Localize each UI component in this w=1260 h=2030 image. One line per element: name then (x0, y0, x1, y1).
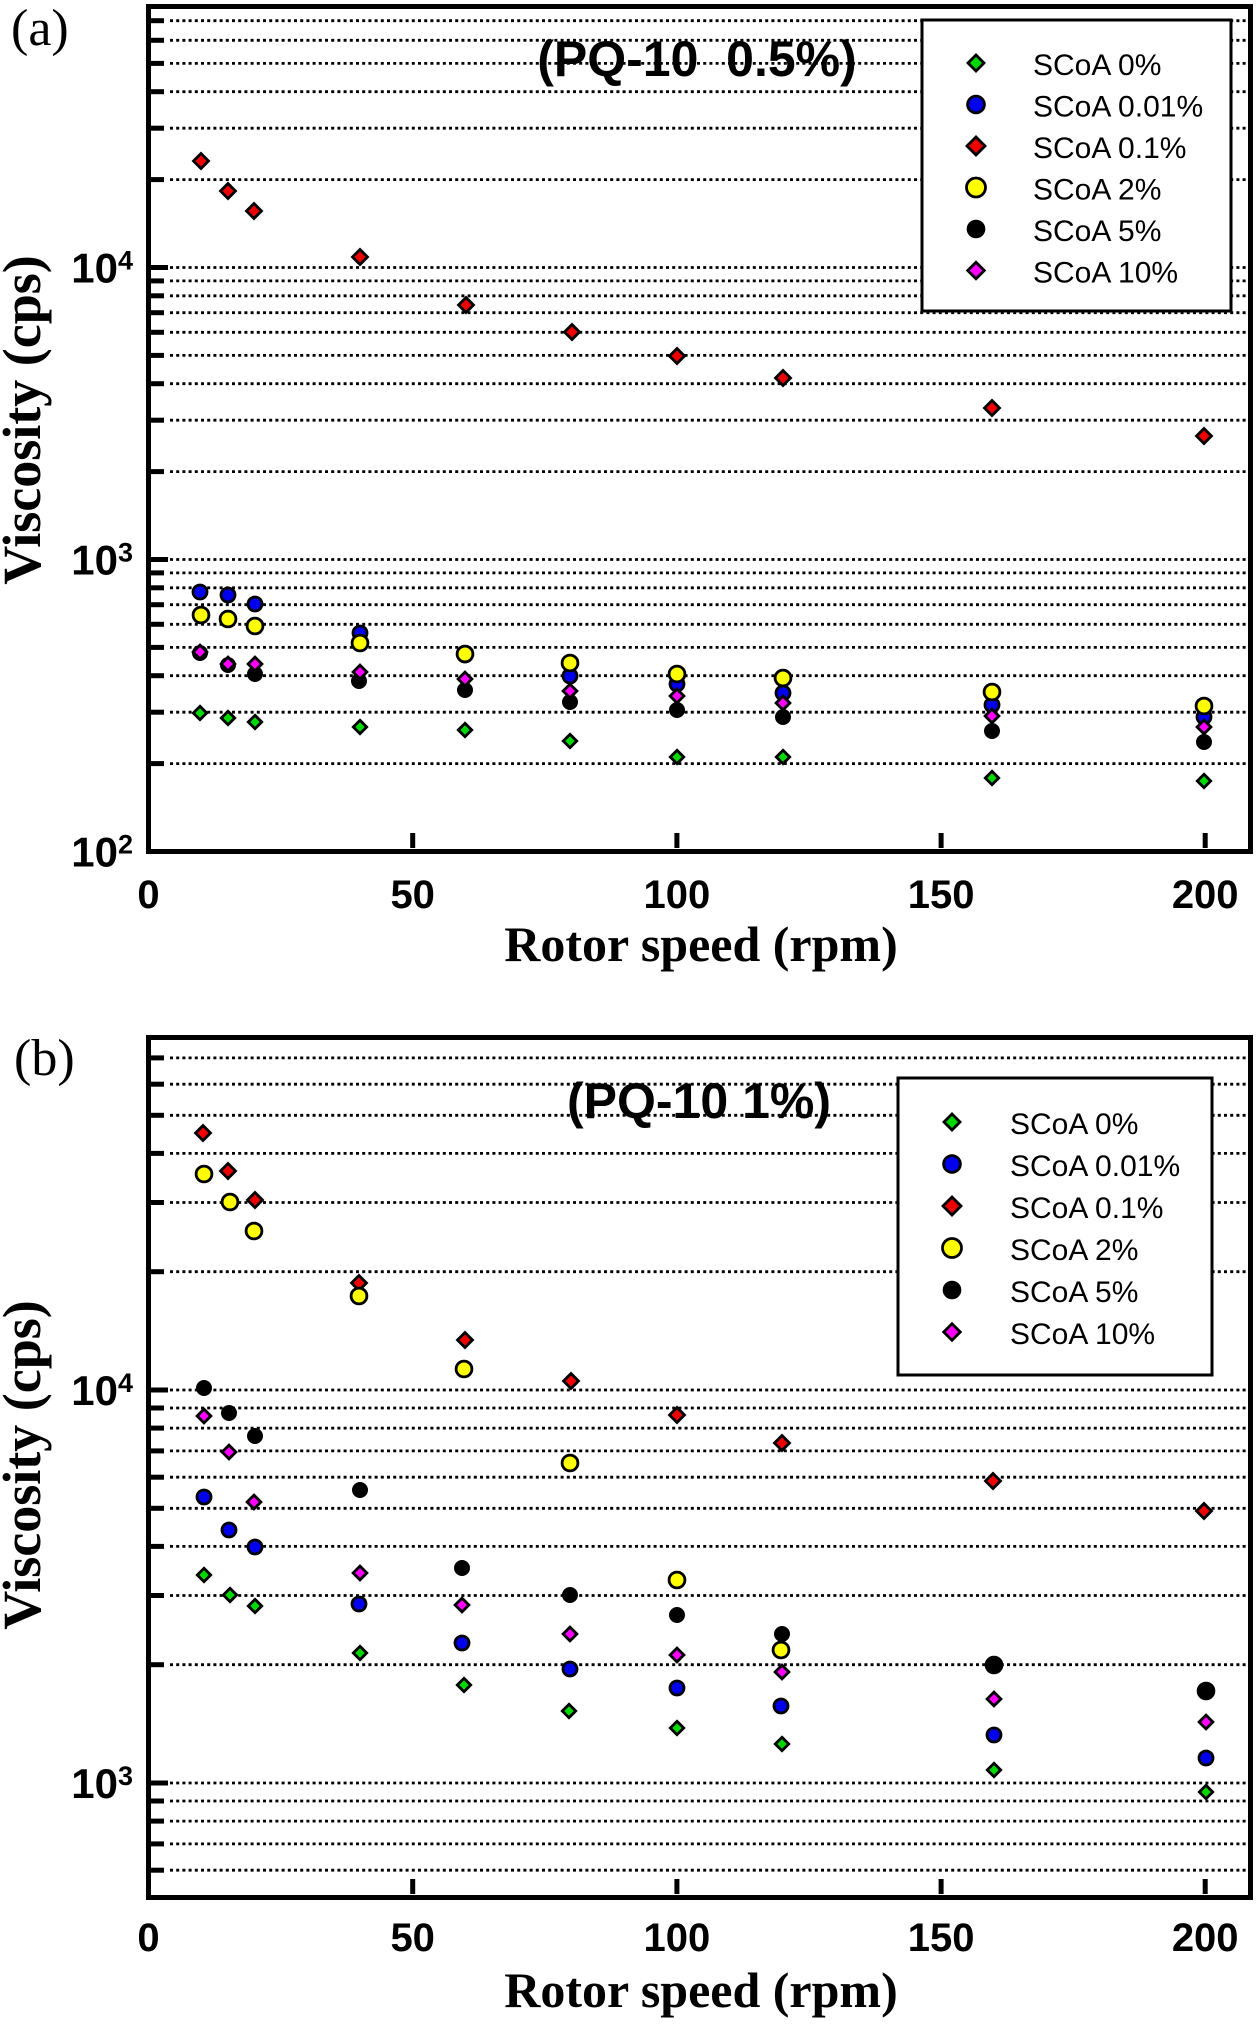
svg-text:(PQ-10 1%): (PQ-10 1%) (567, 1073, 831, 1129)
svg-text:100: 100 (644, 1916, 711, 1960)
svg-text:SCoA 0.01%: SCoA 0.01% (1033, 91, 1203, 124)
svg-text:SCoA 0.01%: SCoA 0.01% (1010, 1150, 1180, 1183)
svg-text:SCoA 5%: SCoA 5% (1033, 215, 1161, 248)
svg-text:SCoA 0%: SCoA 0% (1033, 49, 1161, 82)
svg-text:4: 4 (118, 246, 133, 276)
svg-text:SCoA 2%: SCoA 2% (1010, 1234, 1138, 1267)
svg-text:Rotor speed (rpm): Rotor speed (rpm) (504, 916, 897, 972)
svg-text:50: 50 (390, 873, 435, 917)
svg-text:200: 200 (1172, 873, 1239, 917)
svg-text:Viscosity (cps): Viscosity (cps) (0, 255, 52, 584)
svg-text:200: 200 (1172, 1916, 1239, 1960)
svg-text:SCoA 10%: SCoA 10% (1033, 257, 1178, 290)
svg-text:50: 50 (390, 1916, 435, 1960)
svg-text:SCoA 10%: SCoA 10% (1010, 1318, 1155, 1351)
svg-text:100: 100 (644, 873, 711, 917)
svg-text:0: 0 (137, 873, 159, 917)
svg-text:(a): (a) (11, 0, 69, 57)
svg-text:SCoA 5%: SCoA 5% (1010, 1276, 1138, 1309)
svg-text:4: 4 (118, 1368, 133, 1398)
svg-text:10: 10 (71, 1760, 118, 1807)
svg-text:150: 150 (908, 873, 975, 917)
svg-text:10: 10 (71, 245, 118, 292)
svg-text:0: 0 (137, 1916, 159, 1960)
svg-text:SCoA 2%: SCoA 2% (1033, 174, 1161, 207)
svg-text:150: 150 (908, 1916, 975, 1960)
svg-text:2: 2 (118, 830, 133, 860)
svg-text:(b): (b) (14, 1030, 75, 1087)
svg-text:10: 10 (71, 1367, 118, 1414)
svg-text:10: 10 (71, 829, 118, 876)
svg-text:3: 3 (118, 1761, 133, 1791)
svg-text:SCoA 0.1%: SCoA 0.1% (1033, 132, 1186, 165)
svg-text:Rotor speed (rpm): Rotor speed (rpm) (504, 1962, 897, 2018)
svg-text:10: 10 (71, 537, 118, 584)
svg-text:SCoA 0.1%: SCoA 0.1% (1010, 1192, 1163, 1225)
svg-text:3: 3 (118, 538, 133, 568)
svg-text:(PQ-10 0.5%): (PQ-10 0.5%) (537, 31, 857, 87)
svg-text:Viscosity (cps): Viscosity (cps) (0, 1300, 52, 1629)
svg-text:SCoA 0%: SCoA 0% (1010, 1108, 1138, 1141)
